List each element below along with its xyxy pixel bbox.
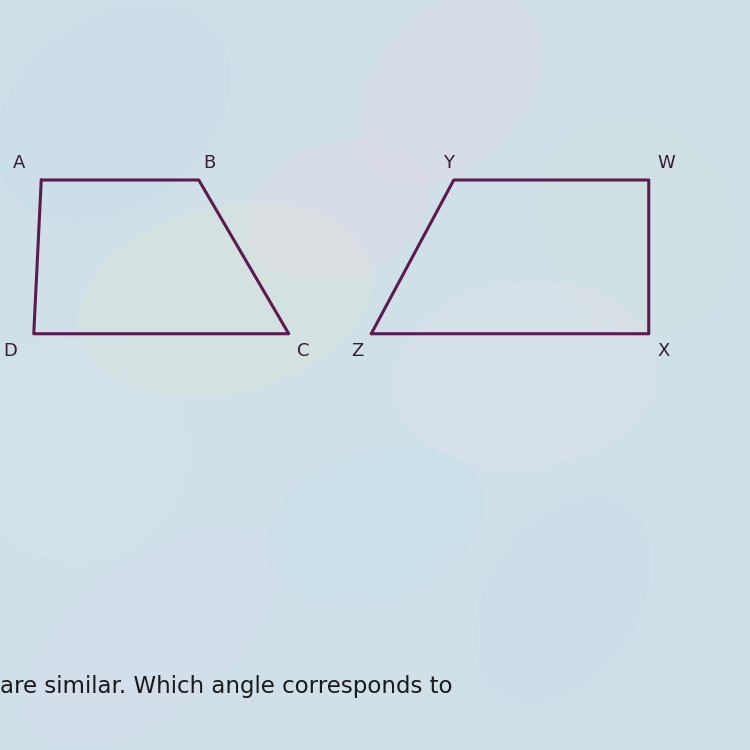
Text: Z: Z [351,342,363,360]
Text: B: B [204,154,216,172]
Ellipse shape [23,528,277,747]
Ellipse shape [358,0,542,189]
Ellipse shape [475,497,650,703]
Ellipse shape [78,202,372,398]
Text: are similar. Which angle corresponds to: are similar. Which angle corresponds to [0,675,452,698]
Ellipse shape [266,445,484,605]
Ellipse shape [0,3,231,222]
Ellipse shape [539,116,736,334]
Ellipse shape [246,140,429,280]
Text: Y: Y [443,154,454,172]
Text: D: D [3,342,17,360]
Text: C: C [297,342,310,360]
Text: A: A [12,154,25,172]
Ellipse shape [394,280,656,470]
Text: W: W [657,154,675,172]
Text: X: X [657,342,669,360]
Ellipse shape [0,338,188,562]
